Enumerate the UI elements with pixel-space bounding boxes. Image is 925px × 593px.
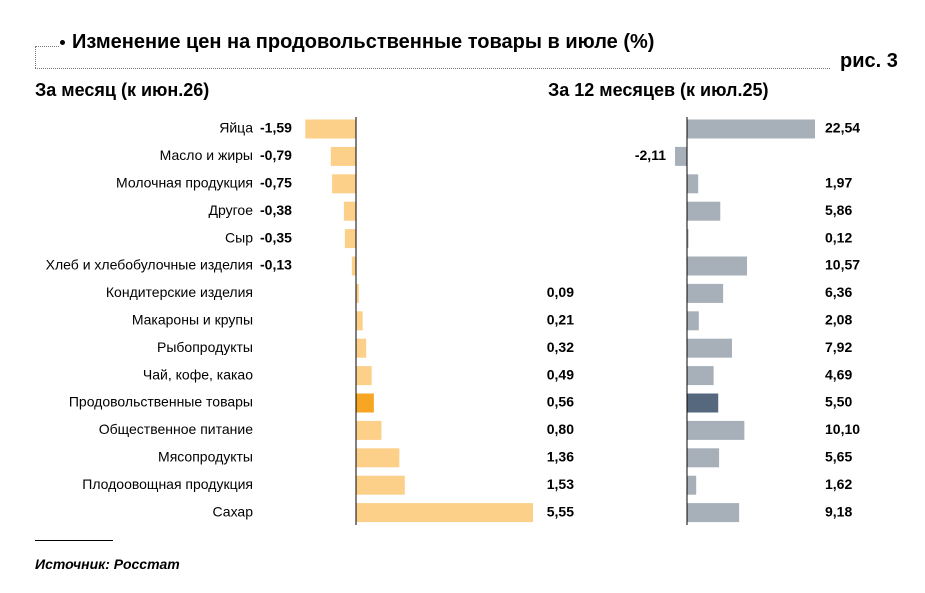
bar-month: [330, 146, 356, 166]
bar-year: [687, 366, 714, 386]
value-label-month: 5,55: [547, 503, 574, 519]
category-label: Мясопродукты: [158, 449, 253, 465]
title-underline: [35, 68, 830, 69]
bar-month: [344, 229, 356, 249]
value-label-year: 4,69: [825, 366, 852, 382]
value-label-year: 5,86: [825, 202, 852, 218]
bar-month: [305, 119, 356, 139]
bar-year: [687, 174, 699, 194]
bar-year: [687, 311, 699, 331]
value-label-month: 0,32: [547, 339, 574, 355]
bar-year: [687, 475, 697, 495]
category-label: Хлеб и хлебобулочные изделия: [46, 257, 253, 273]
value-label-year: 1,97: [825, 175, 852, 191]
panel-title-year: За 12 месяцев (к июл.25): [548, 80, 769, 100]
bar-year: [687, 338, 732, 358]
title-decor-line: [35, 46, 36, 68]
category-label: Кондитерские изделия: [106, 284, 253, 300]
source-note: Источник: Росстат: [35, 556, 180, 572]
chart-header: Изменение цен на продовольственные товар…: [0, 0, 925, 80]
bar-month: [356, 283, 359, 303]
value-label-month: 0,21: [547, 312, 574, 328]
value-label-year: 10,57: [825, 257, 860, 273]
bar-year: [687, 448, 720, 468]
category-label: Молочная продукция: [116, 175, 253, 191]
chart-title: Изменение цен на продовольственные товар…: [72, 31, 655, 53]
category-label: Плодоовощная продукция: [82, 476, 253, 492]
value-label-month: 1,36: [547, 449, 574, 465]
value-label-year: 1,62: [825, 476, 852, 492]
bar-month: [356, 311, 363, 331]
value-label-year: 5,65: [825, 449, 852, 465]
value-label-month: -0,13: [260, 257, 292, 273]
category-label: Продовольственные товары: [69, 394, 253, 410]
bar-year: [687, 393, 719, 413]
value-label-month: 1,53: [547, 476, 574, 492]
title-bullet-icon: [60, 40, 65, 45]
category-label: Рыбопродукты: [157, 339, 253, 355]
value-label-year: 2,08: [825, 312, 852, 328]
figure-label: рис. 3: [840, 50, 898, 72]
bar-month: [332, 174, 356, 194]
bar-year: [687, 283, 724, 303]
value-label-month: -0,35: [260, 229, 292, 245]
value-label-year: 6,36: [825, 284, 852, 300]
value-label-month: -0,75: [260, 175, 292, 191]
bar-month: [356, 393, 374, 413]
bar-year: [687, 119, 815, 139]
category-label: Макароны и крупы: [132, 312, 253, 328]
title-decor-line: [35, 46, 59, 47]
value-label-month: 0,56: [547, 394, 574, 410]
value-label-year: 22,54: [825, 120, 860, 136]
bar-year: [687, 229, 689, 249]
source-divider: [35, 540, 113, 541]
value-label-year: 10,10: [825, 421, 860, 437]
bar-month: [356, 448, 400, 468]
value-label-month: -1,59: [260, 120, 292, 136]
bar-month: [356, 420, 382, 440]
category-label: Общественное питание: [99, 421, 253, 437]
bar-year: [675, 146, 687, 166]
bar-year: [687, 503, 740, 523]
bar-year: [687, 256, 748, 276]
bar-month: [351, 256, 356, 276]
value-label-year: -2,11: [635, 147, 666, 163]
bar-month: [343, 201, 356, 221]
bar-month: [356, 366, 372, 386]
bar-month: [356, 338, 367, 358]
category-label: Яйца: [219, 120, 253, 136]
category-label: Масло и жиры: [160, 147, 253, 163]
bar-year: [687, 201, 721, 221]
category-label: Сахар: [213, 503, 254, 519]
category-label: Другое: [209, 202, 254, 218]
bar-month: [356, 503, 533, 523]
value-label-year: 9,18: [825, 503, 852, 519]
value-label-year: 0,12: [825, 229, 852, 245]
bar-month: [356, 475, 405, 495]
value-label-month: 0,09: [547, 284, 574, 300]
category-label: Чай, кофе, какао: [143, 366, 253, 382]
value-label-month: 0,49: [547, 366, 574, 382]
value-label-year: 5,50: [825, 394, 852, 410]
value-label-month: -0,79: [260, 147, 292, 163]
value-label-month: -0,38: [260, 202, 292, 218]
value-label-year: 7,92: [825, 339, 852, 355]
category-label: Сыр: [225, 229, 253, 245]
panel-title-month: За месяц (к июн.26): [35, 80, 210, 100]
value-label-month: 0,80: [547, 421, 574, 437]
bar-year: [687, 420, 745, 440]
